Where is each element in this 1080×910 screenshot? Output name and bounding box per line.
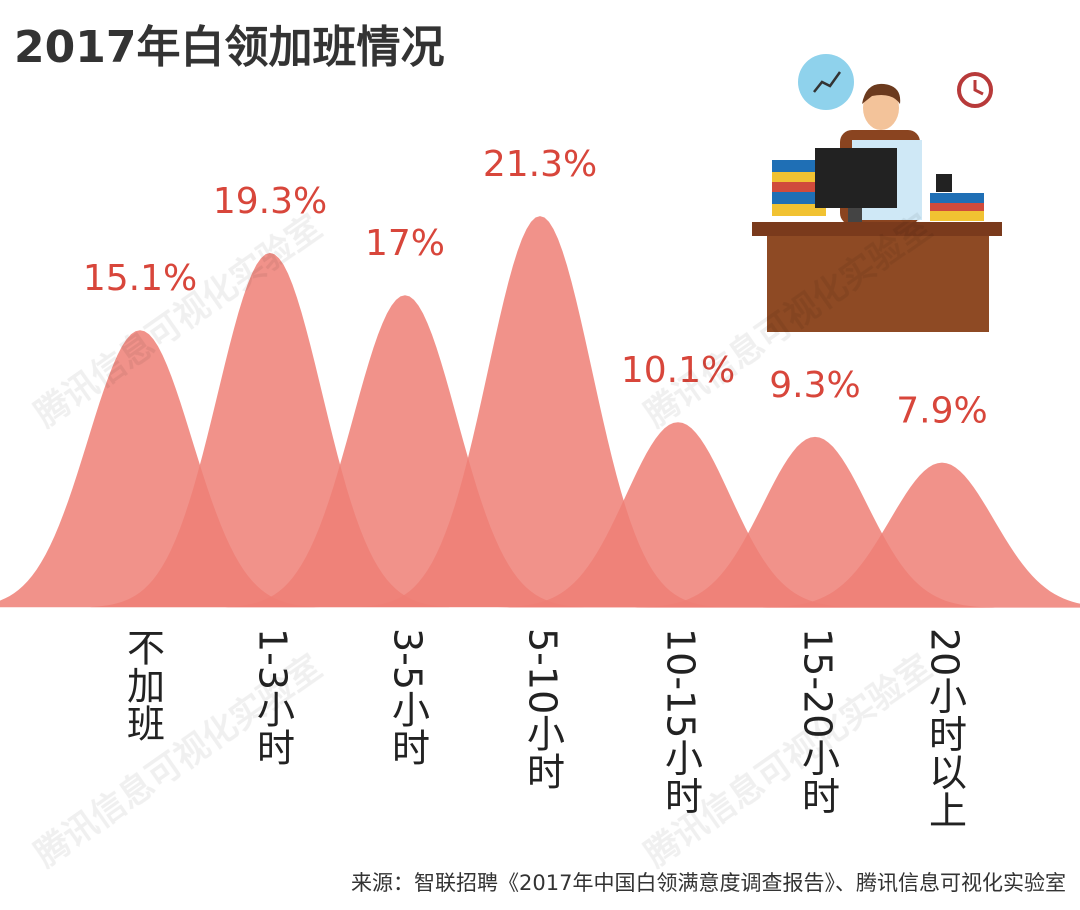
- value-label: 7.9%: [896, 391, 987, 432]
- value-label: 15.1%: [83, 258, 197, 299]
- book: [772, 182, 826, 192]
- bubble: [798, 54, 854, 110]
- peak: [90, 252, 450, 608]
- peak: [635, 436, 995, 608]
- value-label: 9.3%: [769, 365, 860, 406]
- x-tick-label: 20小时以上: [923, 628, 967, 828]
- clock-hand: [973, 80, 984, 96]
- source: 来源：智联招聘《2017年中国白领满意度调查报告》、腾讯信息可视化实验室: [351, 871, 1066, 895]
- mug: [936, 174, 952, 192]
- plot: 15.1% 不加班 19.3% 1-3小时 17% 3-5小时 21.3% 5-10小时 10.…: [0, 144, 1080, 828]
- x-tick-label: 1-3小时: [251, 628, 295, 766]
- desk: [767, 236, 989, 332]
- monitor-stand: [848, 208, 862, 222]
- illustration: [752, 54, 1002, 332]
- peak: [498, 422, 858, 608]
- peak: [360, 216, 720, 607]
- person-head: [863, 86, 899, 130]
- peak: [0, 330, 320, 608]
- book: [772, 172, 826, 182]
- monitor: [815, 148, 897, 208]
- icon: [813, 71, 842, 93]
- book: [772, 204, 826, 216]
- desk-top: [752, 222, 1002, 236]
- book: [772, 160, 826, 172]
- book: [930, 211, 984, 221]
- clock: [957, 72, 993, 108]
- peak: [762, 462, 1080, 608]
- value-label: 21.3%: [483, 144, 597, 185]
- x-tick-label: 15-20小时: [796, 628, 840, 814]
- book: [772, 192, 826, 204]
- x-tick-label: 3-5小时: [386, 628, 430, 766]
- value-label: 19.3%: [213, 181, 327, 222]
- book: [930, 203, 984, 211]
- x-tick-label: 5-10小时: [521, 628, 565, 790]
- value-label: 10.1%: [621, 350, 735, 391]
- x-tick-label: 不加班: [121, 628, 165, 742]
- x-tick-label: 10-15小时: [659, 628, 703, 814]
- value-label: 17%: [365, 223, 445, 264]
- person-hair: [862, 83, 901, 104]
- book: [930, 193, 984, 203]
- peak: [225, 295, 585, 608]
- chart-title: 2017年白领加班情况: [14, 22, 444, 73]
